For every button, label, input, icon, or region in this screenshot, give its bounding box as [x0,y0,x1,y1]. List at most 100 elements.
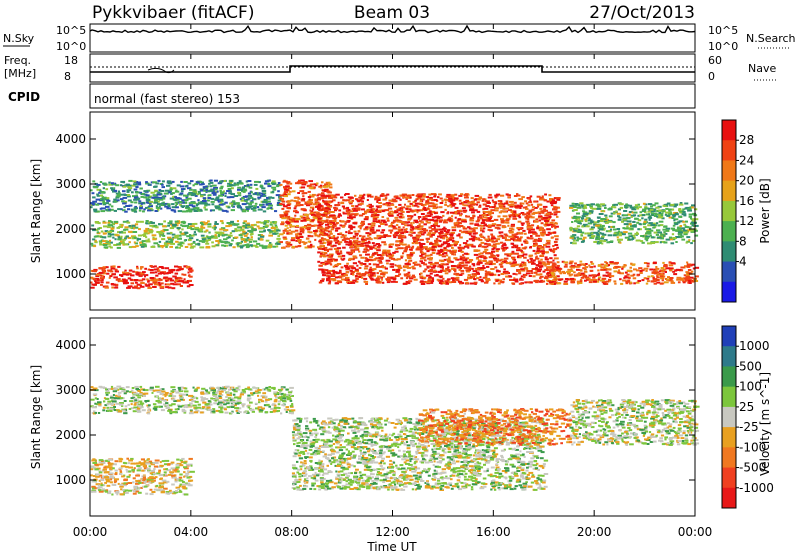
power-cell [503,242,506,245]
power-cell [436,274,439,276]
power-cell [552,248,558,251]
power-cell [127,187,133,190]
power-cell [426,241,429,243]
power-cell [319,227,322,230]
nsearch-label: N.Search [746,32,796,45]
power-cell [619,278,622,281]
power-cell [597,220,600,222]
power-cell [511,250,515,253]
power-cell [656,276,660,279]
power-cell [439,279,443,282]
power-cell [187,274,191,277]
power-cell [150,279,154,282]
power-cell [341,239,347,242]
power-cell [240,236,243,239]
power-cell [573,215,576,218]
power-cell [335,204,341,206]
power-cell [147,280,150,283]
power-cell [544,220,550,222]
power-cell [175,206,179,209]
power-cell [354,241,358,244]
power-cell [228,224,233,227]
power-cell [448,244,451,247]
power-cell [684,279,689,282]
power-cell [638,267,643,270]
power-cell [364,247,367,250]
power-cell [673,273,678,276]
power-cell [601,224,605,227]
power-cell [169,222,173,225]
power-cell [491,223,497,226]
power-cell [139,284,142,287]
power-cell [418,217,420,220]
power-cell [163,272,166,275]
power-cell [488,193,492,196]
power-cell [408,248,413,251]
power-cell [604,218,609,221]
power-cell [218,208,223,211]
power-cell [362,223,365,225]
power-cell [530,272,533,275]
power-cell [197,229,200,232]
power-cell [606,268,612,271]
power-cell [150,221,155,224]
power-cell [546,200,552,203]
power-cell [463,201,466,203]
power-cell [299,190,305,193]
power-cell [603,240,607,243]
power-cell [530,259,533,262]
power-cell [525,214,528,217]
power-cell [327,243,331,246]
power-cell [387,279,391,282]
power-cell [636,269,640,272]
power-cell [547,266,552,269]
power-cell [388,225,393,228]
power-cell [553,211,558,214]
power-cell [334,282,339,285]
power-cell [485,205,490,208]
power-cell [471,263,476,266]
power-cell [286,207,291,209]
power-cell [451,204,456,207]
power-cell [261,246,266,249]
power-cell [527,197,531,200]
power-cell [232,205,235,208]
power-cell [686,236,691,239]
power-cell [541,195,544,198]
power-cell [324,210,329,213]
power-cell [368,276,372,279]
power-cell [113,187,116,190]
power-cell [94,239,97,242]
power-cell [586,212,591,215]
power-cell [236,181,241,184]
power-cell [519,236,523,239]
power-cell [269,242,272,244]
power-cell [169,227,175,230]
power-cell [288,219,292,222]
power-cell [676,278,680,281]
power-cell [192,184,195,187]
power-cell [254,202,258,205]
power-cell [237,203,240,206]
power-cell [236,243,239,246]
power-cell [376,199,381,201]
power-cell [340,220,345,223]
power-cell [419,244,423,247]
power-cell [323,212,328,215]
power-cell [686,264,691,267]
power-cell [318,233,322,236]
power-cell [93,186,98,189]
power-cell [405,277,409,280]
power-cell [476,263,481,266]
power-cell [554,206,559,209]
power-cell [247,238,251,241]
power-cell [662,268,667,271]
power-cell [161,238,166,241]
power-cell [252,207,257,209]
power-cell [378,205,382,208]
power-cell [151,234,157,237]
power-cell [286,232,291,235]
power-cell [301,241,305,244]
power-cell [177,283,181,286]
power-cell [294,229,299,232]
